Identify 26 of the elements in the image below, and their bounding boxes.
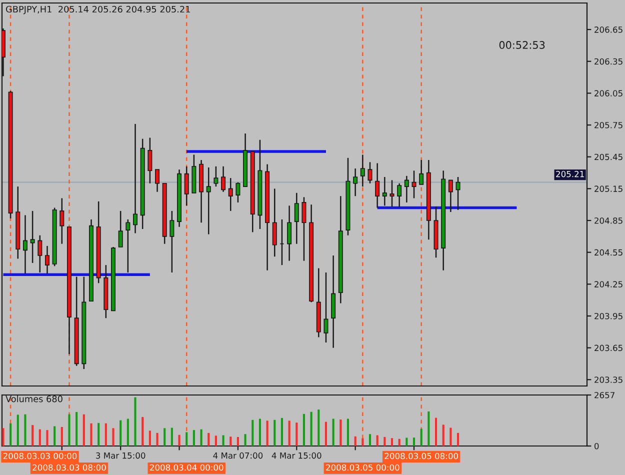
chart-title: GBPJPY,H1 205.14 205.26 204.95 205.21	[6, 6, 190, 14]
y-tick-label: 204.85	[594, 217, 622, 224]
y-tick-label: 203.35	[594, 376, 622, 383]
ref-line-label: 2008.03.03 00:00	[3, 452, 77, 460]
y-tick-label: 203.95	[594, 312, 622, 320]
ref-line-label: 2008.03.05 00:00	[326, 464, 400, 471]
y-tick-label: 2657	[594, 392, 614, 398]
y-tick-label: 205.15	[594, 186, 622, 192]
y-tick-label: 205.75	[594, 122, 622, 128]
annotation: 00:52:53	[499, 41, 545, 49]
x-tick-label: 3 Mar 15:00	[96, 452, 146, 459]
y-tick-label: 206.05	[594, 90, 622, 96]
ref-line-label: 2008.03.04 00:00	[150, 464, 224, 471]
y-tick-label: 206.35	[594, 58, 622, 65]
chart-title: Volumes 680	[6, 395, 62, 402]
y-tick-label: 204.55	[594, 249, 622, 256]
x-tick-label: 4 Mar 15:00	[272, 452, 322, 459]
ref-line-label: 2008.03.03 08:00	[32, 464, 106, 471]
y-tick-label: 204.25	[594, 281, 622, 288]
ref-line-label: 2008.03.05 08:00	[384, 452, 458, 460]
ref-line-label: 205.21	[556, 170, 584, 178]
y-tick-label: 0	[594, 442, 599, 450]
y-tick-label: 205.45	[594, 154, 622, 160]
y-tick-label: 203.65	[594, 344, 622, 352]
y-tick-label: 206.65	[594, 26, 622, 33]
x-tick-label: 4 Mar 07:00	[213, 452, 263, 459]
